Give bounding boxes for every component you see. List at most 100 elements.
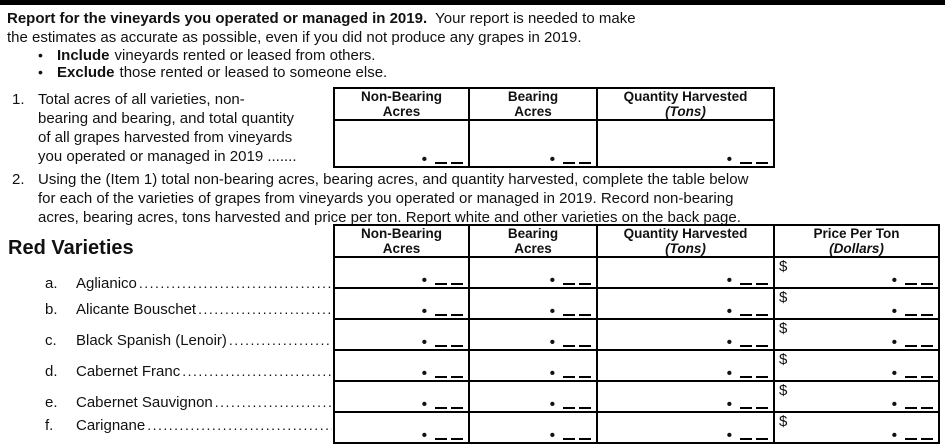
decimal-point-marker: • [421,427,427,444]
variety-name: Cabernet Franc [76,363,181,379]
dollar-sign: $ [779,320,788,337]
fill-blank [435,314,447,316]
variety-row-alicante-bouschet: b. Alicante Bouschet.....................… [45,300,332,317]
col-header-quantity-harvested: Quantity Harvested (Tons) [598,226,775,256]
col-header-bearing-acres: Bearing Acres [470,226,598,256]
entry-cell[interactable]: • [335,351,470,381]
fill-blank [579,407,591,409]
fill-blank [905,376,917,378]
fill-blank [905,407,917,409]
entry-cell-total-bearing[interactable]: • [470,121,598,167]
intro-line2: the estimates as accurate as possible, e… [7,29,582,46]
fill-blank [740,438,752,440]
fill-blank [756,314,768,316]
decimal-point-marker: • [891,396,897,413]
entry-cell[interactable]: • [335,413,470,444]
entry-cell[interactable]: • [335,289,470,319]
entry-cell-price[interactable]: $ • [775,258,938,289]
entry-cell-total-quantity[interactable]: • [598,121,773,168]
fill-blank [921,376,933,378]
entry-cell-price[interactable]: $ • [775,320,938,350]
fill-blank [740,162,752,164]
fill-blank [921,407,933,409]
item1-text: Total acres of all varieties, non- beari… [38,90,334,166]
fill-blank [756,162,768,164]
col-header-bearing-acres: Bearing Acres [470,89,598,119]
item1-line: of all grapes harvested from vineyards [38,129,293,146]
fill-blank [579,345,591,347]
fill-blank [451,376,463,378]
fill-blank [740,407,752,409]
decimal-point-marker: • [549,272,555,289]
row-letter: f. [45,417,54,433]
col-header-non-bearing-acres: Non-Bearing Acres [335,226,470,256]
intro-heading-bold: Report for the vineyards you operated or… [7,10,428,27]
fill-blank [451,407,463,409]
item2-line: for each of the varieties of grapes from… [38,190,734,207]
fill-blank [435,407,447,409]
variety-row-aglianico: a. Aglianico.............................… [45,274,332,291]
dollar-sign: $ [779,258,788,275]
fill-blank [756,283,768,285]
entry-cell[interactable]: • [335,382,470,413]
table2-entry-row: • • • $ • [335,289,938,320]
entry-cell[interactable]: • [598,258,775,289]
bullet-icon: • [38,64,43,80]
entry-cell[interactable]: • [598,289,775,320]
fill-blank [740,376,752,378]
fill-blank [563,314,575,316]
item1-line: Total acres of all varieties, non- [38,91,245,108]
decimal-point-marker: • [549,365,555,382]
entry-cell[interactable]: • [470,413,598,444]
decimal-point-marker: • [726,365,732,382]
fill-blank [740,345,752,347]
fill-blank [435,283,447,285]
entry-cell[interactable]: • [335,320,470,350]
entry-cell[interactable]: • [470,351,598,382]
decimal-point-marker: • [726,151,732,168]
variety-name: Carignane [76,417,146,433]
col-header-price-per-ton: Price Per Ton (Dollars) [813,226,900,256]
entry-cell[interactable]: • [335,258,470,288]
fill-blank [563,162,575,164]
entry-cell[interactable]: • [598,351,775,382]
entry-cell-price[interactable]: $ • [775,382,938,413]
entry-cell[interactable]: • [470,258,598,289]
decimal-point-marker: • [726,396,732,413]
dot-leader: ........................................… [182,363,332,379]
entry-cell[interactable]: • [598,320,775,350]
item2-line: acres, bearing acres, tons harvested and… [38,209,741,226]
fill-blank [740,314,752,316]
variety-name: Black Spanish (Lenoir) [76,332,227,348]
item1-totals-table: Non-Bearing Acres Bearing Acres Quantity H… [333,87,775,168]
decimal-point-marker: • [549,334,555,351]
dollar-sign: $ [779,413,788,430]
red-varieties-table: Non-Bearing Acres Bearing Acres Quantity H… [333,224,940,444]
table1-entry-row: • • • [335,121,773,168]
decimal-point-marker: • [549,427,555,444]
item2-line: Using the (Item 1) total non-bearing acr… [38,171,749,188]
row-letter: e. [45,394,58,410]
decimal-point-marker: • [891,272,897,289]
entry-cell-total-non-bearing[interactable]: • [335,121,470,167]
intro-heading-rest: Your report is needed to make [435,10,636,27]
entry-cell[interactable]: • [470,320,598,351]
decimal-point-marker: • [726,272,732,289]
fill-blank [451,345,463,347]
entry-cell-price[interactable]: $ • [775,413,938,443]
decimal-point-marker: • [421,396,427,413]
fill-blank [435,376,447,378]
bullet-exclude-text: those rented or leased to someone else. [119,64,388,81]
decimal-point-marker: • [726,303,732,320]
entry-cell[interactable]: • [598,413,775,443]
entry-cell[interactable]: • [470,289,598,319]
decimal-point-marker: • [891,303,897,320]
fill-blank [435,345,447,347]
entry-cell[interactable]: • [470,382,598,412]
table2-header-row: Non-Bearing Acres Bearing Acres Quantity H… [335,226,938,258]
fill-blank [451,438,463,440]
entry-cell-price[interactable]: $ • [775,351,938,381]
variety-row-cabernet-franc: d. Cabernet Franc........................… [45,362,332,379]
entry-cell-price[interactable]: $ • [775,289,938,320]
entry-cell[interactable]: • [598,382,775,413]
